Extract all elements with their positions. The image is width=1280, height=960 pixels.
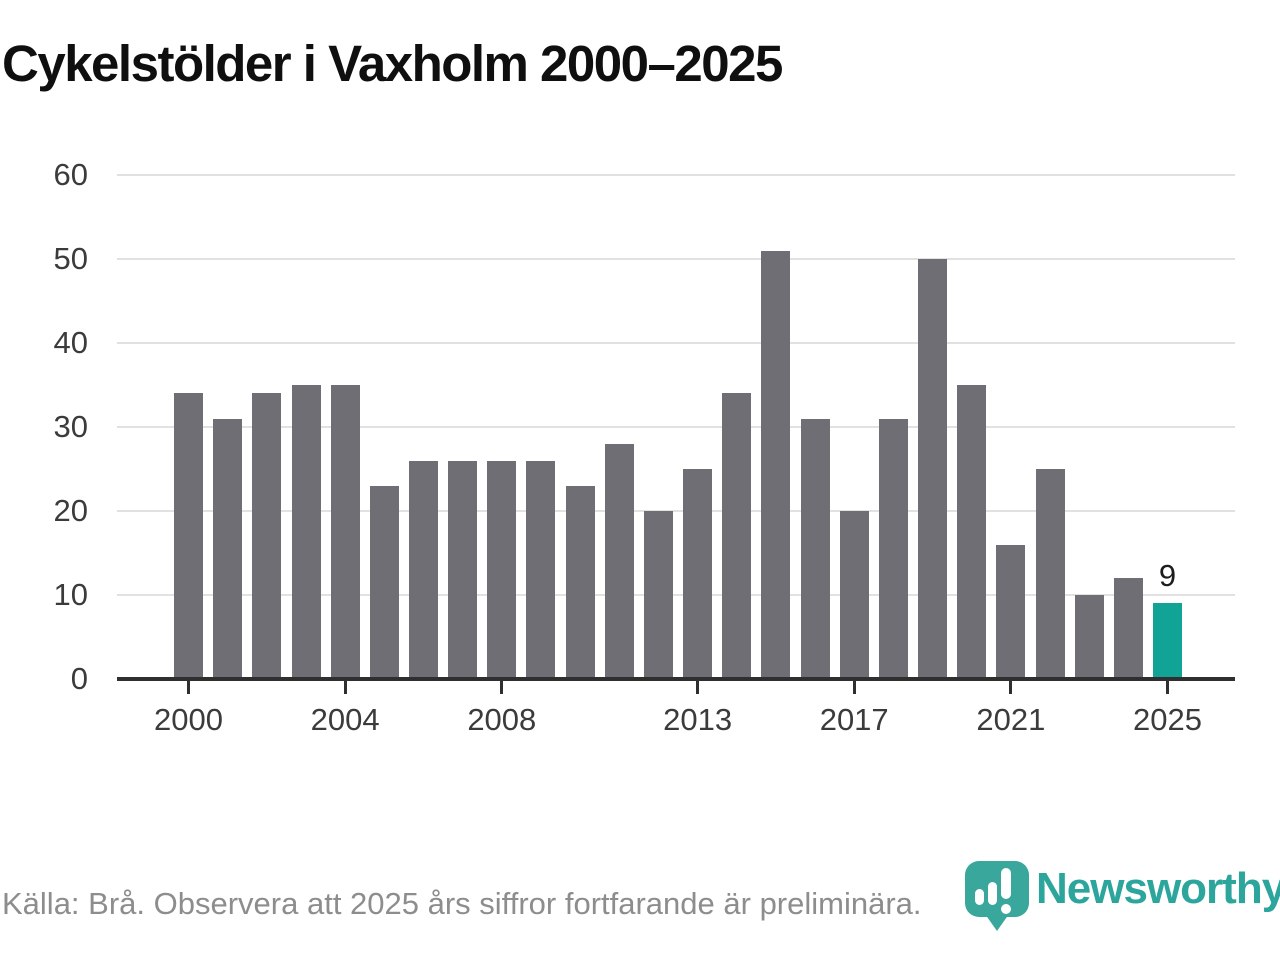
x-tick-label-2008: 2008 — [467, 702, 537, 737]
bar-2019 — [918, 259, 947, 679]
y-tick-label-60: 60 — [53, 157, 88, 192]
gridline-10 — [117, 594, 1235, 596]
gridline-60 — [117, 174, 1235, 176]
logo-chart-bar-small — [975, 889, 984, 905]
logo-exclamation-dot — [1001, 904, 1011, 914]
newsworthy-logo-pointer — [985, 914, 1009, 931]
bar-2006 — [409, 460, 438, 679]
x-tick-label-2021: 2021 — [976, 702, 1046, 737]
bar-2013 — [683, 469, 713, 679]
bar-2020 — [957, 385, 987, 679]
bar-2024 — [1113, 578, 1143, 679]
gridline-20 — [117, 510, 1235, 512]
bar-2022 — [1035, 469, 1065, 679]
chart-title: Cykelstölder i Vaxholm 2000–2025 — [2, 35, 783, 92]
source-note: Källa: Brå. Observera att 2025 års siffr… — [2, 886, 922, 921]
bar-2009 — [526, 460, 556, 679]
bar-2025 — [1153, 603, 1182, 679]
x-tick-2017 — [852, 681, 856, 694]
bar-2021 — [996, 544, 1026, 679]
bar-2015 — [761, 250, 791, 679]
bar-2012 — [643, 511, 673, 679]
gridline-50 — [117, 258, 1235, 260]
x-tick-2008 — [500, 681, 504, 694]
bar-2011 — [604, 443, 634, 679]
newsworthy-logo-text: Newsworthy — [1036, 864, 1280, 913]
bar-2016 — [800, 418, 830, 679]
y-tick-label-40: 40 — [53, 325, 88, 360]
bar-2010 — [565, 485, 595, 679]
x-tick-2025 — [1166, 681, 1169, 694]
x-tick-label-2004: 2004 — [310, 702, 380, 737]
gridline-30 — [117, 426, 1235, 428]
bar-2004 — [330, 385, 360, 679]
x-tick-2021 — [1009, 681, 1013, 694]
bar-2008 — [487, 460, 517, 679]
bar-value-label-2025: 9 — [1158, 558, 1177, 594]
bar-2000 — [174, 393, 203, 679]
x-tick-2013 — [696, 681, 700, 694]
logo-chart-bar-medium — [988, 882, 997, 905]
x-tick-2004 — [343, 681, 347, 694]
bar-2002 — [252, 393, 282, 679]
bar-2005 — [369, 485, 399, 679]
bar-2017 — [839, 511, 869, 679]
chart-plot-area: 0 10 20 30 40 50 60 2000 2004 2008 2013 2017 2021 20… — [53, 157, 1235, 737]
bar-2014 — [722, 393, 752, 679]
x-tick-label-2017: 2017 — [819, 702, 889, 737]
x-tick-label-2025: 2025 — [1133, 702, 1202, 737]
y-tick-label-20: 20 — [53, 493, 88, 528]
bar-2018 — [878, 418, 908, 679]
bar-2007 — [448, 460, 478, 679]
y-tick-label-0: 0 — [70, 661, 88, 696]
newsworthy-logo-icon — [965, 861, 1029, 917]
y-tick-label-10: 10 — [53, 577, 88, 612]
x-tick-label-2000: 2000 — [154, 702, 223, 737]
y-tick-label-30: 30 — [53, 409, 88, 444]
bar-2023 — [1074, 595, 1104, 679]
bar-2001 — [213, 418, 243, 679]
gridline-40 — [117, 342, 1235, 344]
bar-2003 — [291, 385, 321, 679]
x-tick-2000 — [187, 681, 190, 694]
y-tick-label-50: 50 — [53, 241, 88, 276]
x-tick-label-2013: 2013 — [663, 702, 733, 737]
x-axis-line — [117, 677, 1235, 681]
logo-chart-bar-tall — [1001, 868, 1011, 899]
